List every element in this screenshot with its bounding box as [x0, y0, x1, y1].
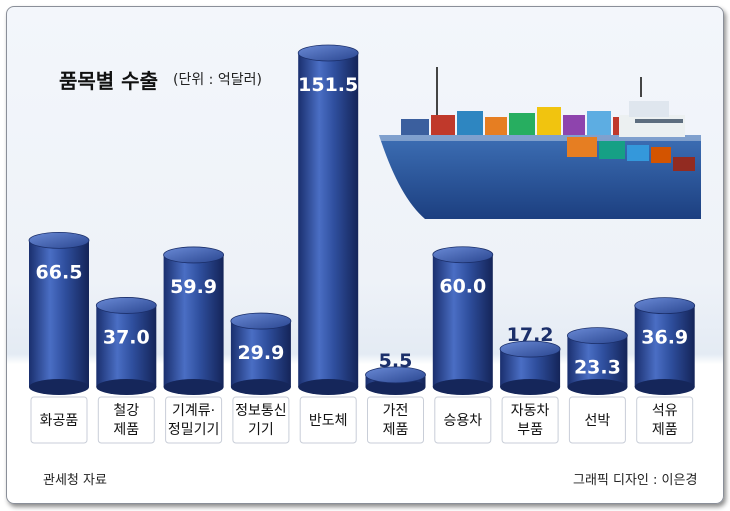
data-label: 36.9	[641, 327, 688, 349]
category-box	[501, 396, 559, 444]
chart-canvas: 66.5 화공품 37.0 철강 제품 59.9 기계류· 정밀기기 29.9 정보통신 기기 151…	[28, 44, 701, 444]
bar	[297, 44, 359, 395]
bar	[365, 366, 426, 395]
category-label: 기계류· 정밀기기	[168, 403, 220, 438]
bar	[499, 340, 561, 395]
data-label: 29.9	[237, 342, 284, 364]
bar	[163, 246, 225, 395]
category-label: 자동차 부품	[511, 403, 550, 438]
category-label: 선박	[585, 413, 611, 429]
category-box	[568, 396, 626, 444]
data-label: 37.0	[103, 326, 150, 348]
category-label: 정보통신 기기	[235, 403, 287, 438]
category-box	[434, 396, 492, 444]
category-box	[30, 396, 88, 444]
bar	[230, 312, 292, 395]
category-label: 반도체	[309, 413, 348, 429]
bar	[567, 327, 628, 395]
data-label: 66.5	[36, 261, 83, 283]
bar	[432, 246, 494, 395]
category-box	[232, 396, 290, 444]
category-label: 철강 제품	[113, 403, 139, 438]
data-label: 5.5	[379, 350, 413, 372]
category-box	[97, 396, 155, 444]
category-box	[165, 396, 223, 444]
chart-frame: 66.5 화공품 37.0 철강 제품 59.9 기계류· 정밀기기 29.9 정보통신 기기 151…	[6, 6, 724, 504]
data-label: 17.2	[507, 324, 554, 346]
category-box	[299, 396, 357, 444]
category-box	[367, 396, 424, 444]
container-ship-illustration	[379, 67, 701, 219]
bar	[634, 297, 696, 395]
data-label: 60.0	[439, 276, 486, 298]
category-label: 석유 제품	[652, 403, 678, 438]
category-label: 승용차	[443, 413, 482, 429]
bar	[28, 231, 90, 395]
category-label: 화공품	[40, 413, 79, 429]
design-credit: 그래픽 디자인 : 이은경	[573, 473, 698, 488]
bar-series: 66.5 화공품 37.0 철강 제품 59.9 기계류· 정밀기기 29.9 정보통신 기기 151…	[28, 44, 696, 444]
data-label: 59.9	[170, 276, 217, 298]
chart-unit: (단위 : 억달러)	[173, 72, 262, 88]
source-note: 관세청 자료	[43, 473, 107, 488]
bar	[95, 297, 157, 395]
chart-title: 품목별 수출	[59, 69, 158, 93]
data-label: 151.5	[298, 74, 358, 96]
category-box	[636, 396, 694, 444]
data-label: 23.3	[574, 357, 621, 379]
category-label: 가전 제품	[383, 403, 409, 438]
